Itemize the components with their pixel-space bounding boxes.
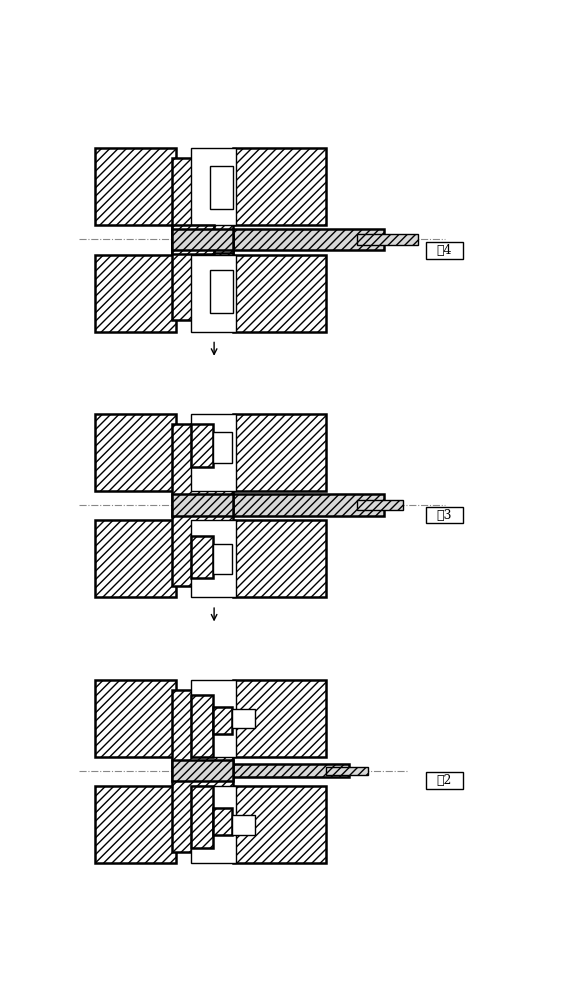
Bar: [356, 234, 418, 245]
Bar: [210, 270, 233, 312]
Bar: [172, 225, 214, 235]
Bar: [212, 808, 232, 835]
Bar: [212, 707, 232, 734]
Bar: [233, 229, 383, 250]
Bar: [191, 148, 235, 225]
Bar: [172, 424, 233, 586]
Bar: [426, 507, 463, 523]
Bar: [212, 544, 232, 574]
Bar: [172, 236, 233, 253]
Bar: [233, 764, 349, 777]
Bar: [191, 695, 212, 757]
Bar: [233, 786, 326, 863]
Bar: [95, 255, 175, 332]
Bar: [210, 166, 233, 209]
Bar: [233, 255, 326, 332]
Bar: [95, 414, 175, 491]
Bar: [172, 760, 233, 781]
Bar: [95, 520, 175, 597]
Bar: [191, 786, 235, 863]
Bar: [426, 242, 463, 259]
Bar: [233, 414, 326, 491]
Bar: [95, 786, 175, 863]
Bar: [191, 255, 235, 332]
Bar: [172, 690, 233, 852]
Text: 图3: 图3: [437, 509, 452, 522]
Bar: [95, 680, 175, 757]
Bar: [172, 158, 233, 320]
Bar: [232, 709, 255, 728]
Bar: [191, 536, 212, 578]
Bar: [95, 148, 175, 225]
Text: 图2: 图2: [437, 774, 452, 787]
Bar: [233, 494, 383, 516]
Bar: [356, 500, 403, 510]
Bar: [233, 680, 326, 757]
Bar: [191, 786, 212, 848]
Bar: [426, 772, 463, 789]
Bar: [191, 680, 235, 757]
Bar: [172, 494, 233, 516]
Bar: [172, 243, 214, 254]
Bar: [212, 432, 232, 463]
Bar: [191, 414, 235, 491]
Bar: [233, 148, 326, 225]
Bar: [233, 520, 326, 597]
Bar: [191, 424, 212, 466]
Bar: [191, 520, 235, 597]
Bar: [326, 767, 368, 774]
Text: 图4: 图4: [437, 244, 452, 257]
Bar: [172, 229, 233, 250]
Bar: [232, 815, 255, 835]
